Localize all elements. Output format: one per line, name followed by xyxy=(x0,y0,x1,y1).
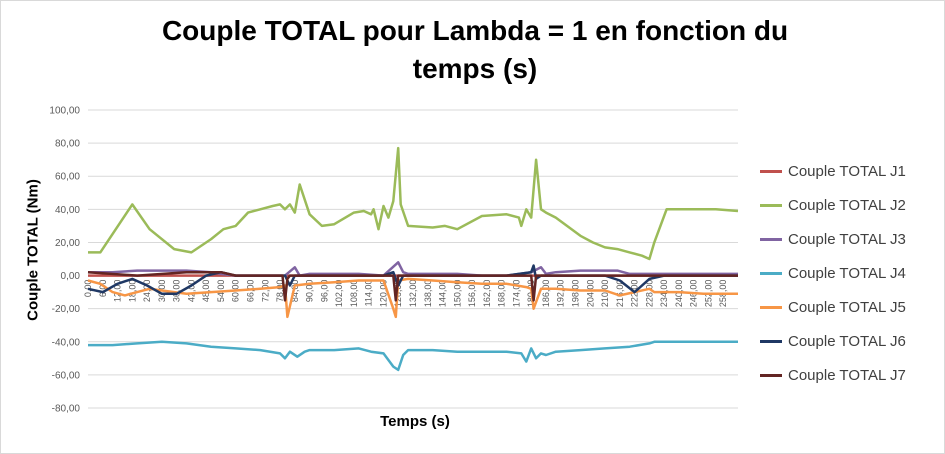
x-tick-label: 102,00 xyxy=(334,280,344,308)
legend-item: Couple TOTAL J1 xyxy=(760,154,940,188)
x-tick-label: 78,00 xyxy=(275,280,285,303)
x-tick-label: 108,00 xyxy=(349,280,359,308)
x-tick-label: 6,00 xyxy=(98,280,108,298)
x-tick-label: 96,00 xyxy=(319,280,329,303)
legend-swatch xyxy=(760,373,782,377)
legend-item: Couple TOTAL J3 xyxy=(760,222,940,256)
x-tick-label: 36,00 xyxy=(172,280,182,303)
x-tick-label: 228,00 xyxy=(644,280,654,308)
series-line xyxy=(88,146,739,261)
x-tick-label: 192,00 xyxy=(556,280,566,308)
x-tick-label: 186,00 xyxy=(541,280,551,308)
legend-swatch xyxy=(760,169,782,173)
legend-swatch xyxy=(760,305,782,309)
legend-item: Couple TOTAL J4 xyxy=(760,256,940,290)
legend-label: Couple TOTAL J5 xyxy=(788,298,906,316)
legend-label: Couple TOTAL J6 xyxy=(788,332,906,350)
y-tick-label: 100,00 xyxy=(49,106,80,117)
legend-label: Couple TOTAL J3 xyxy=(788,230,906,248)
gridlines xyxy=(88,109,738,409)
y-tick-label: -80,00 xyxy=(52,404,81,415)
legend-item: Couple TOTAL J5 xyxy=(760,290,940,324)
legend-label: Couple TOTAL J1 xyxy=(788,162,906,180)
x-tick-label: 114,00 xyxy=(364,280,374,307)
legend-item: Couple TOTAL J7 xyxy=(760,358,940,392)
series-line xyxy=(88,261,738,277)
x-tick-label: 12,00 xyxy=(113,280,123,303)
legend-item: Couple TOTAL J2 xyxy=(760,188,940,222)
y-tick-label: 80,00 xyxy=(55,139,80,150)
x-tick-label: 138,00 xyxy=(423,280,433,308)
x-tick-label: 210,00 xyxy=(600,280,610,308)
x-tick-label: 24,00 xyxy=(142,280,152,303)
chart-title: Couple TOTAL pour Lambda = 1 en fonction… xyxy=(60,12,890,88)
x-axis-label: Temps (s) xyxy=(380,413,450,430)
legend-swatch xyxy=(760,203,782,207)
legend-swatch xyxy=(760,339,782,343)
legend-label: Couple TOTAL J4 xyxy=(788,264,906,282)
x-tick-label: 132,00 xyxy=(408,280,418,308)
x-tick-label: 156,00 xyxy=(467,280,477,308)
series-lines xyxy=(87,146,739,372)
x-tick-label: 120,00 xyxy=(378,280,388,308)
x-tick-label: 144,00 xyxy=(438,280,448,308)
y-tick-label: -20,00 xyxy=(52,304,81,315)
y-tick-label: -40,00 xyxy=(52,337,81,348)
x-tick-label: 0,00 xyxy=(83,280,93,298)
x-tick-label: 150,00 xyxy=(452,280,462,308)
chart-title-line-2: temps (s) xyxy=(412,53,538,84)
x-tick-label: 168,00 xyxy=(497,280,507,308)
y-tick-label: 40,00 xyxy=(55,205,80,216)
x-tick-label: 162,00 xyxy=(482,280,492,308)
chart-title-line-1: Couple TOTAL pour Lambda = 1 en fonction… xyxy=(161,15,789,46)
y-tick-label: -60,00 xyxy=(52,370,81,381)
x-tick-label: 72,00 xyxy=(260,280,270,303)
legend-label: Couple TOTAL J2 xyxy=(788,196,906,214)
x-tick-label: 48,00 xyxy=(201,280,211,303)
y-tick-label: 20,00 xyxy=(55,238,80,249)
x-tick-label: 204,00 xyxy=(585,280,595,308)
x-tick-label: 66,00 xyxy=(246,280,256,303)
y-tick-labels: 100,00 80,00 60,00 40,00 20,00 0,00 -20,00 -40,… xyxy=(49,106,80,415)
x-tick-label: 90,00 xyxy=(305,280,315,303)
x-tick-label: 216,00 xyxy=(615,280,625,308)
y-tick-label: 0,00 xyxy=(61,271,81,282)
y-tick-label: 60,00 xyxy=(55,172,80,183)
x-tick-label: 174,00 xyxy=(511,280,521,308)
series-line xyxy=(87,277,738,319)
legend-swatch xyxy=(760,271,782,275)
legend-swatch xyxy=(760,237,782,241)
x-tick-label: 42,00 xyxy=(186,280,196,303)
x-tick-label: 198,00 xyxy=(571,280,581,308)
legend-item: Couple TOTAL J6 xyxy=(760,324,940,358)
legend-label: Couple TOTAL J7 xyxy=(788,366,906,384)
legend: Couple TOTAL J1 Couple TOTAL J2 Couple TOT… xyxy=(760,154,940,392)
series-line xyxy=(87,270,738,302)
x-tick-label: 18,00 xyxy=(127,280,137,303)
series-line xyxy=(88,340,738,372)
